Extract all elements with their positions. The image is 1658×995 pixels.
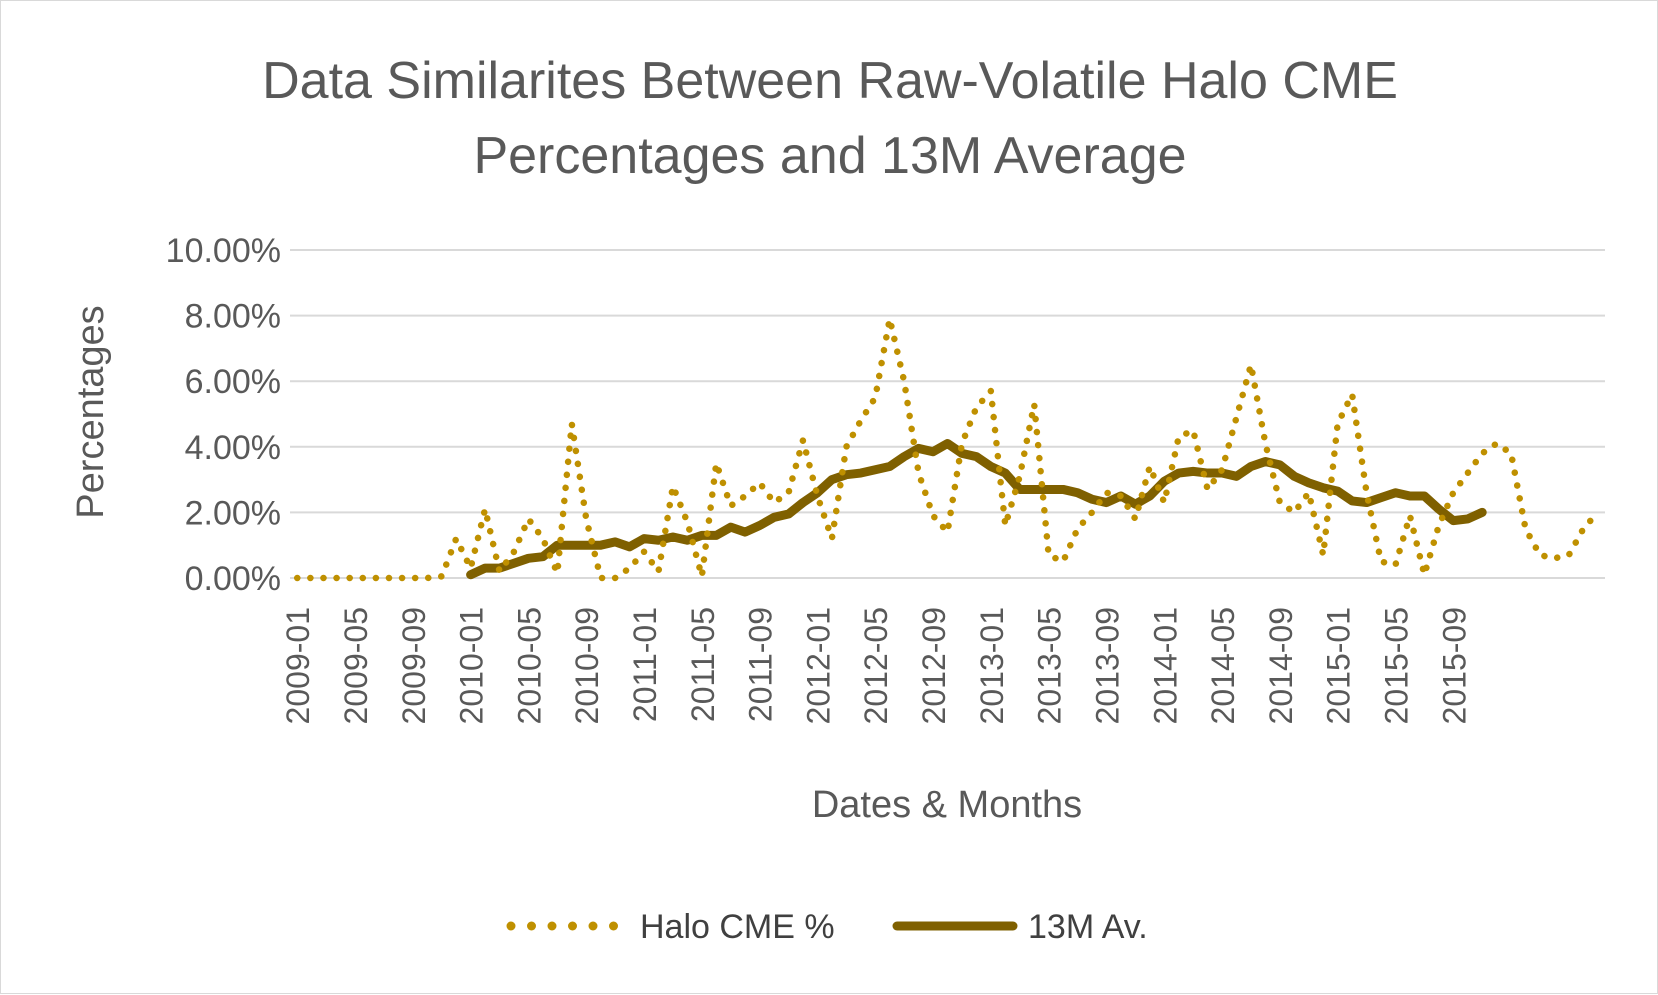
chart-title-line-1: Data Similarites Between Raw-Volatile Ha… (262, 52, 1398, 110)
x-tick-label: 2011-09 (743, 607, 779, 722)
x-tick-label: 2014-05 (1205, 607, 1241, 724)
series-13m-av-line (466, 439, 1487, 580)
x-tick-label: 2014-01 (1147, 607, 1183, 724)
legend-13m-av-label: 13M Av. (1028, 908, 1148, 946)
legend-halo-cme-marker (506, 921, 618, 931)
x-tick-label: 2012-01 (800, 607, 836, 724)
x-axis-tick-labels: 2009-01 2009-05 2009-09 2010-01 2010-05 2010-… (280, 607, 1472, 724)
legend-dot (506, 921, 516, 931)
x-tick-label: 2013-05 (1032, 607, 1068, 724)
legend: Halo CME % 13M Av. (506, 908, 1148, 946)
plot-series (293, 315, 1602, 582)
y-tick-label: 6.00% (185, 363, 281, 401)
x-tick-label: 2009-05 (338, 607, 374, 724)
y-tick-label: 2.00% (185, 494, 281, 532)
x-tick-label: 2011-01 (627, 607, 663, 722)
legend-dot (588, 921, 598, 931)
y-axis-tick-labels: 0.00% 2.00% 4.00% 6.00% 8.00% 10.00% (166, 232, 281, 598)
x-axis-label: Dates & Months (812, 784, 1082, 826)
x-tick-label: 2015-01 (1321, 607, 1357, 724)
y-tick-label: 8.00% (185, 298, 281, 336)
y-tick-label: 4.00% (185, 429, 281, 467)
x-tick-label: 2015-09 (1436, 607, 1472, 724)
series-halo-cme-line (293, 315, 1602, 582)
y-axis-label: Percentages (70, 305, 112, 518)
x-tick-label: 2010-09 (569, 607, 605, 724)
x-tick-label: 2013-01 (974, 607, 1010, 724)
x-tick-label: 2010-05 (511, 607, 547, 724)
legend-halo-cme-label: Halo CME % (640, 908, 835, 946)
x-tick-label: 2012-09 (916, 607, 952, 724)
x-tick-label: 2011-05 (685, 607, 721, 722)
legend-dot (568, 921, 577, 931)
x-tick-label: 2012-05 (858, 607, 894, 724)
x-tick-label: 2009-01 (280, 607, 316, 724)
legend-dot (527, 921, 536, 931)
y-tick-label: 0.00% (185, 560, 281, 598)
chart-title: Data Similarites Between Raw-Volatile Ha… (262, 52, 1398, 185)
x-tick-label: 2009-09 (396, 607, 432, 724)
chart-title-line-2: Percentages and 13M Average (473, 127, 1186, 185)
x-tick-label: 2015-05 (1378, 607, 1414, 724)
legend-dot (609, 921, 618, 931)
x-tick-label: 2013-09 (1089, 607, 1125, 724)
x-tick-label: 2010-01 (454, 607, 490, 724)
y-tick-label: 10.00% (166, 232, 281, 270)
x-tick-label: 2014-09 (1263, 607, 1299, 724)
legend-dot (547, 921, 557, 931)
